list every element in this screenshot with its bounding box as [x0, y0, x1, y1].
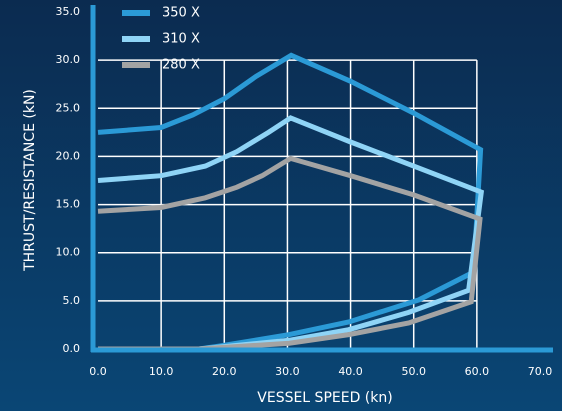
x-tick-label: 30.0: [275, 365, 300, 378]
legend-label: 310 X: [162, 32, 200, 47]
y-tick-label: 25.0: [56, 101, 81, 114]
y-tick-label: 20.0: [56, 149, 81, 162]
x-tick-label: 10.0: [149, 365, 174, 378]
legend: 350 X 310 X 280 X: [122, 6, 200, 73]
y-tick-label: 5.0: [63, 294, 81, 307]
tick-labels: 0.0 10.0 20.0 30.0 40.0 50.0 60.0 70.0 0.0 5.0 10.…: [56, 5, 553, 378]
x-tick-label: 40.0: [338, 365, 363, 378]
grid: [98, 59, 478, 349]
x-axis-label: VESSEL SPEED (kn): [257, 390, 392, 406]
y-tick-label: 15.0: [56, 198, 81, 211]
x-tick-label: 50.0: [401, 365, 426, 378]
legend-label: 280 X: [162, 58, 200, 73]
plot: [97, 52, 485, 352]
x-tick-label: 70.0: [528, 365, 553, 378]
x-tick-label: 20.0: [212, 365, 237, 378]
x-tick-label: 0.0: [89, 365, 107, 378]
y-tick-label: 10.0: [56, 246, 81, 259]
series-line: [97, 155, 483, 352]
series-line: [97, 52, 484, 352]
y-tick-label: 35.0: [56, 5, 81, 18]
y-tick-label: 30.0: [56, 53, 81, 66]
y-axis-label: THRUST/RESISTANCE (kN): [22, 89, 38, 272]
legend-label: 350 X: [162, 6, 200, 21]
x-tick-label: 60.0: [465, 365, 490, 378]
y-tick-label: 0.0: [63, 342, 81, 355]
